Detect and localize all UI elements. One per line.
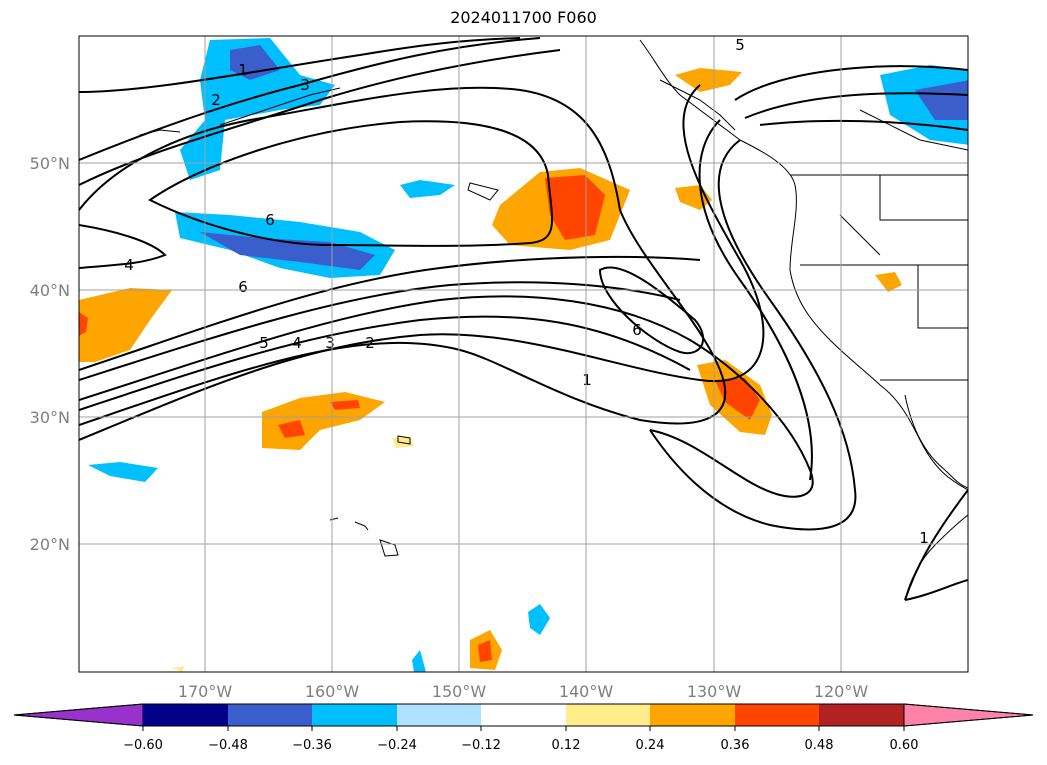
lon-label: 130°W bbox=[687, 682, 742, 701]
graticule bbox=[79, 36, 968, 672]
colorbar-segment bbox=[566, 704, 650, 726]
lon-label: 140°W bbox=[559, 682, 614, 701]
colorbar-extend-left bbox=[13, 703, 144, 727]
contour-label: 1 bbox=[919, 529, 929, 547]
contour-label: 2 bbox=[365, 334, 375, 352]
map-title: 2024011700 F060 bbox=[450, 8, 597, 27]
lon-label: 170°W bbox=[178, 682, 233, 701]
contour-label: 4 bbox=[292, 334, 302, 352]
lon-label: 160°W bbox=[305, 682, 360, 701]
colorbar-tick-label: 0.24 bbox=[636, 738, 665, 753]
contour-label: 6 bbox=[265, 211, 275, 229]
colorbar-segment bbox=[650, 704, 735, 726]
contour-labels: 1 2 3 5 6 4 6 5 4 3 2 1 6 1 bbox=[124, 36, 929, 547]
contour-label: 2 bbox=[211, 91, 221, 109]
contour-label: 4 bbox=[124, 256, 134, 274]
contour-label: 3 bbox=[325, 334, 335, 352]
shaded-field-positive bbox=[79, 68, 902, 672]
colorbar-segment bbox=[143, 704, 228, 726]
contour-label: 6 bbox=[632, 321, 642, 339]
lon-label: 120°W bbox=[814, 682, 869, 701]
map-area: 1 2 3 5 6 4 6 5 4 3 2 1 6 1 bbox=[79, 36, 968, 672]
colorbar-segment bbox=[819, 704, 904, 726]
lat-label: 40°N bbox=[30, 281, 70, 300]
colorbar-tick-label: −0.48 bbox=[208, 738, 248, 753]
colorbar-tick-label: 0.12 bbox=[552, 738, 581, 753]
colorbar-tick-label: −0.36 bbox=[292, 738, 332, 753]
map-frame bbox=[78, 35, 969, 673]
contour-label: 3 bbox=[300, 76, 310, 94]
colorbar-tick-label: −0.24 bbox=[377, 738, 417, 753]
lat-label: 20°N bbox=[30, 535, 70, 554]
colorbar-segment bbox=[312, 704, 397, 726]
contour-label: 5 bbox=[259, 334, 269, 352]
colorbar-extend-right bbox=[903, 703, 1034, 727]
shaded-field-negative bbox=[88, 38, 968, 672]
contour-label: 1 bbox=[582, 371, 592, 389]
colorbar-tick-label: −0.12 bbox=[461, 738, 501, 753]
contour-label: 1 bbox=[238, 61, 248, 79]
contour-lines bbox=[79, 37, 968, 601]
contour-label: 6 bbox=[238, 278, 248, 296]
colorbar-segment bbox=[228, 704, 312, 726]
colorbar-tick-label: 0.60 bbox=[890, 738, 919, 753]
colorbar-segment bbox=[481, 704, 566, 726]
latitude-labels: 50°N 40°N 30°N 20°N bbox=[30, 154, 70, 554]
colorbar-tick-label: 0.48 bbox=[805, 738, 834, 753]
colorbar-tick-label: −0.60 bbox=[123, 738, 163, 753]
colorbar-segment bbox=[397, 704, 481, 726]
lon-label: 150°W bbox=[432, 682, 487, 701]
contour-label: 5 bbox=[735, 36, 745, 54]
colorbar-tick-labels: −0.60 −0.48 −0.36 −0.24 −0.12 0.12 0.24 … bbox=[123, 738, 918, 753]
colorbar: −0.60 −0.48 −0.36 −0.24 −0.12 0.12 0.24 … bbox=[13, 703, 1034, 753]
longitude-labels: 170°W 160°W 150°W 140°W 130°W 120°W bbox=[178, 682, 869, 701]
coastlines bbox=[139, 39, 968, 601]
colorbar-tick-label: 0.36 bbox=[721, 738, 750, 753]
lat-label: 50°N bbox=[30, 154, 70, 173]
lat-label: 30°N bbox=[30, 408, 70, 427]
colorbar-segment bbox=[735, 704, 819, 726]
